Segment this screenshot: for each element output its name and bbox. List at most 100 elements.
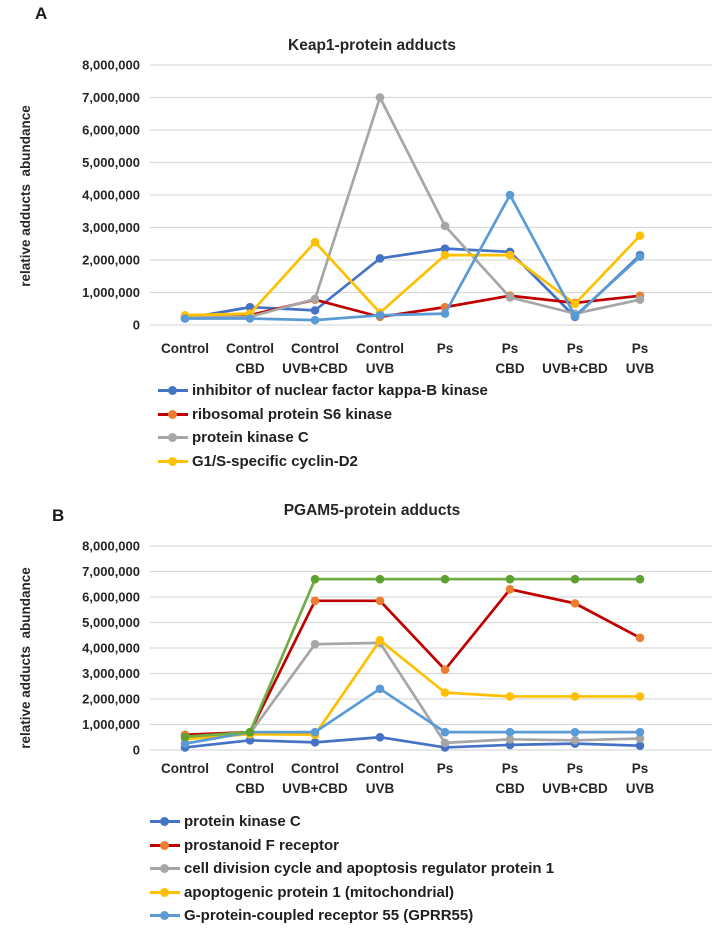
- data-point-marker: [245, 727, 255, 737]
- legend-label: inhibitor of nuclear factor kappa-B kina…: [192, 382, 488, 400]
- legend-line-marker-icon: [158, 456, 188, 466]
- x-tick-label: Ps: [437, 341, 454, 356]
- x-tick-label: CBD: [495, 781, 524, 796]
- legend-dot-icon: [160, 911, 169, 921]
- x-tick-label: CBD: [235, 361, 264, 376]
- y-tick-label: 1,000,000: [82, 717, 140, 732]
- series-line-1-0: [184, 735, 641, 749]
- x-tick-label: Ps: [632, 761, 649, 776]
- legend-item: inhibitor of nuclear factor kappa-B kina…: [158, 379, 488, 403]
- x-tick-label: UVB: [626, 781, 655, 796]
- legend-line-marker-icon: [158, 386, 188, 396]
- x-tick-label: Control: [161, 341, 209, 356]
- x-tick-label: Control: [291, 341, 339, 356]
- data-point-marker: [375, 574, 385, 584]
- legend-label: G1/S-specific cyclin-D2: [192, 452, 358, 470]
- data-point-marker: [635, 231, 645, 240]
- data-point-marker: [505, 190, 515, 200]
- data-point-marker: [375, 596, 385, 606]
- data-point-marker: [310, 738, 320, 747]
- y-tick-label: 2,000,000: [82, 253, 140, 268]
- data-point-marker: [635, 252, 645, 262]
- data-point-marker: [570, 599, 580, 608]
- series-line-1-4: [184, 687, 640, 745]
- series-line-1-5: [184, 577, 640, 739]
- legend-dot-icon: [160, 840, 169, 850]
- x-tick-label: UVB+CBD: [542, 781, 608, 796]
- legend-label: G-protein-coupled receptor 55 (GPRR55): [184, 907, 474, 925]
- data-point-marker: [505, 727, 515, 737]
- keap1-chart-legend: inhibitor of nuclear factor kappa-B kina…: [158, 379, 488, 473]
- y-tick-label: 6,000,000: [82, 123, 140, 138]
- y-axis-title: relative adducts abundance: [18, 105, 33, 287]
- legend-line-marker-icon: [150, 887, 180, 897]
- x-tick-label: Control: [226, 761, 274, 776]
- data-point-marker: [570, 736, 580, 745]
- data-point-marker: [570, 311, 580, 321]
- data-point-marker: [635, 574, 645, 584]
- y-tick-label: 3,000,000: [82, 220, 140, 235]
- data-point-marker: [375, 684, 385, 694]
- x-tick-label: CBD: [235, 781, 264, 796]
- x-tick-label: UVB+CBD: [282, 361, 348, 376]
- x-tick-label: Ps: [502, 341, 519, 356]
- x-tick-label: UVB: [626, 361, 655, 376]
- data-point-marker: [310, 237, 320, 247]
- y-tick-label: 8,000,000: [82, 58, 140, 73]
- keap1-adducts-chart: 0 1,000,000 2,000,000 3,000,000 4,000,000 5,0…: [18, 37, 712, 376]
- legend-dot-icon: [160, 817, 169, 827]
- legend-dot-icon: [168, 433, 177, 443]
- data-point-marker: [570, 692, 580, 701]
- data-point-marker: [440, 244, 450, 253]
- chart-title: Keap1-protein adducts: [288, 37, 456, 54]
- data-point-marker: [505, 734, 515, 744]
- y-tick-label: 0: [133, 743, 140, 758]
- data-point-marker: [310, 727, 320, 737]
- panel-b-label: B: [52, 506, 65, 525]
- x-tick-label: Ps: [567, 341, 584, 356]
- legend-line-marker-icon: [158, 409, 188, 419]
- data-point-marker: [570, 727, 580, 737]
- legend-dot-icon: [160, 887, 169, 897]
- y-tick-label: 0: [133, 318, 140, 333]
- legend-label: protein kinase C: [184, 813, 301, 831]
- series-line-0-2: [185, 96, 641, 319]
- data-point-marker: [310, 315, 320, 325]
- data-point-marker: [440, 221, 450, 231]
- data-point-marker: [310, 639, 320, 649]
- data-point-marker: [440, 665, 450, 674]
- x-tick-label: Ps: [502, 761, 519, 776]
- legend-line-marker-icon: [150, 864, 180, 874]
- legend-label: protein kinase C: [192, 429, 309, 447]
- legend-item: prostanoid F receptor: [150, 834, 554, 858]
- legend-label: ribosomal protein S6 kinase: [192, 405, 393, 423]
- pgam5-chart-legend: protein kinase C prostanoid F receptor cel…: [150, 810, 554, 928]
- legend-item: G-protein-coupled receptor 55 (GPRR55): [150, 904, 554, 928]
- x-tick-label: UVB+CBD: [282, 781, 348, 796]
- data-point-marker: [180, 739, 190, 748]
- pgam5-adducts-chart: 0 1,000,000 2,000,000 3,000,000 4,000,000 5,0…: [18, 502, 712, 796]
- legend-line-marker-icon: [150, 817, 180, 827]
- legend-dot-icon: [168, 386, 177, 396]
- chart-title: PGAM5-protein adducts: [284, 502, 461, 519]
- legend-item: protein kinase C: [158, 426, 488, 450]
- y-tick-label: 4,000,000: [82, 188, 140, 203]
- data-point-marker: [180, 732, 190, 742]
- data-point-marker: [635, 734, 645, 743]
- y-tick-label: 5,000,000: [82, 615, 140, 630]
- x-tick-label: CBD: [495, 361, 524, 376]
- x-tick-label: UVB+CBD: [542, 361, 608, 376]
- series-line-0-0: [184, 247, 641, 320]
- y-tick-label: 8,000,000: [82, 539, 140, 554]
- legend-dot-icon: [160, 864, 169, 874]
- x-tick-label: Control: [226, 341, 274, 356]
- data-point-marker: [375, 254, 385, 263]
- x-tick-label: Control: [356, 761, 404, 776]
- x-tick-label: Control: [356, 341, 404, 356]
- legend-line-marker-icon: [150, 911, 180, 921]
- data-point-marker: [440, 309, 450, 318]
- legend-label: prostanoid F receptor: [184, 836, 340, 854]
- legend-dot-icon: [168, 409, 177, 419]
- x-tick-label: Ps: [567, 761, 584, 776]
